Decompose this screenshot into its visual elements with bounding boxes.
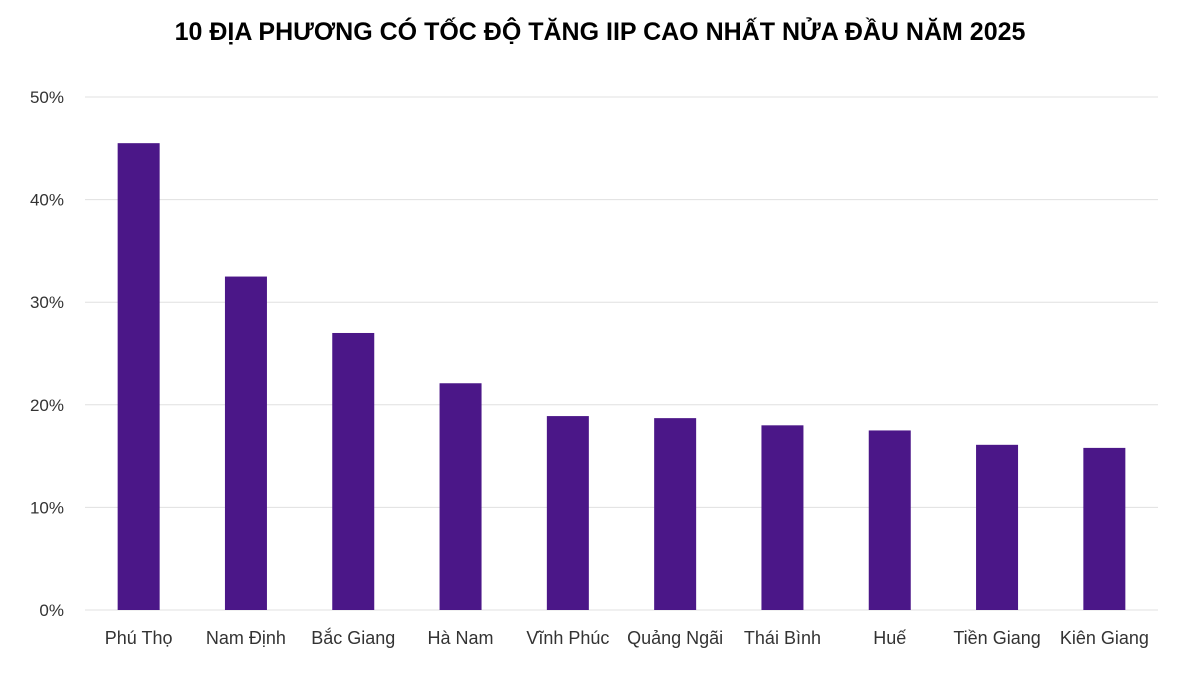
x-tick-label: Vĩnh Phúc (526, 628, 609, 648)
x-tick-label: Thái Bình (744, 628, 821, 648)
bar (1083, 447, 1126, 610)
bar (976, 444, 1019, 610)
y-tick-label: 0% (39, 601, 64, 620)
bar (332, 332, 375, 610)
bar (868, 430, 911, 610)
chart-title: 10 ĐỊA PHƯƠNG CÓ TỐC ĐỘ TĂNG IIP CAO NHẤ… (174, 18, 1026, 46)
x-tick-label: Phú Thọ (105, 628, 173, 648)
x-tick-label: Huế (873, 628, 906, 648)
y-tick-label: 30% (30, 293, 64, 312)
y-axis-ticks: 0% 10% 20% 30% 40% 50% (30, 88, 64, 620)
x-tick-label: Quảng Ngãi (627, 628, 723, 648)
x-tick-label: Hà Nam (428, 628, 494, 648)
y-tick-label: 40% (30, 191, 64, 210)
x-axis-ticks: Phú Thọ Nam Định Bắc Giang Hà Nam Vĩnh Phúc Q… (105, 627, 1149, 648)
x-tick-label: Bắc Giang (311, 627, 395, 648)
x-tick-label: Tiền Giang (953, 628, 1040, 648)
bar (546, 416, 589, 610)
bar (224, 276, 267, 610)
bars (117, 143, 1126, 611)
bar (117, 143, 160, 611)
x-tick-label: Nam Định (206, 628, 286, 648)
y-tick-label: 10% (30, 498, 64, 517)
x-tick-label: Kiên Giang (1060, 628, 1149, 648)
y-tick-label: 50% (30, 88, 64, 107)
bar (439, 383, 482, 610)
bar (761, 425, 804, 610)
y-tick-label: 20% (30, 396, 64, 415)
bar (654, 418, 697, 610)
